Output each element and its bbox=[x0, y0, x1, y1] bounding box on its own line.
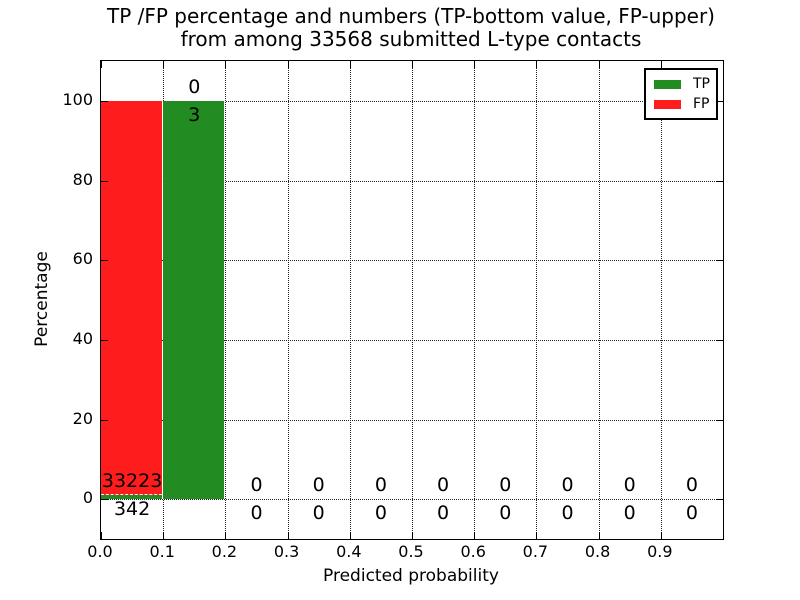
annotation-tp-count: 0 bbox=[685, 502, 698, 525]
x-tick-mark bbox=[474, 532, 476, 539]
x-tick-label: 0.6 bbox=[460, 542, 486, 561]
x-tick-mark bbox=[101, 532, 102, 539]
y-tick-mark bbox=[101, 180, 108, 182]
y-tick-mark bbox=[101, 419, 108, 421]
x-tick-label: 0.0 bbox=[87, 542, 113, 561]
annotation-fp-count: 0 bbox=[499, 474, 512, 497]
annotation-tp-count: 0 bbox=[561, 502, 574, 525]
y-tick-label: 100 bbox=[62, 89, 93, 109]
annotation-fp-count: 0 bbox=[685, 474, 698, 497]
annotation-tp-count: 0 bbox=[312, 502, 325, 525]
x-tick-mark-top bbox=[349, 61, 351, 68]
annotation-tp-count: 0 bbox=[623, 502, 636, 525]
y-tick-mark bbox=[101, 260, 108, 262]
chart-title-line2: from among 33568 submitted L-type contac… bbox=[180, 27, 642, 51]
annotation-fp-count: 33223 bbox=[101, 470, 163, 493]
x-tick-mark-top bbox=[660, 61, 662, 68]
x-tick-mark bbox=[598, 532, 600, 539]
y-tick-mark-right bbox=[716, 499, 723, 501]
legend: TP FP bbox=[644, 68, 718, 120]
annotation-fp-count: 0 bbox=[250, 474, 263, 497]
y-tick-mark-right bbox=[716, 339, 723, 341]
y-tick-label: 40 bbox=[72, 328, 93, 348]
x-tick-mark-top bbox=[598, 61, 600, 68]
v-gridline bbox=[598, 61, 600, 539]
x-tick-label: 0.7 bbox=[522, 542, 549, 561]
x-tick-mark bbox=[660, 532, 662, 539]
x-tick-mark-top bbox=[536, 61, 538, 68]
y-tick-label: 60 bbox=[72, 249, 93, 269]
annotation-tp-count: 0 bbox=[499, 502, 512, 525]
bar-segment-tp bbox=[163, 100, 225, 500]
x-tick-mark-top bbox=[287, 61, 289, 68]
y-tick-mark-right bbox=[716, 419, 723, 421]
y-tick-mark bbox=[101, 339, 108, 341]
x-tick-mark-top bbox=[225, 61, 227, 68]
annotation-tp-count: 3 bbox=[188, 103, 201, 126]
x-tick-label: 0.3 bbox=[273, 542, 300, 561]
annotation-tp-count: 0 bbox=[250, 502, 263, 525]
x-tick-mark bbox=[349, 532, 351, 539]
bar-1 bbox=[163, 100, 226, 500]
v-gridline bbox=[660, 61, 662, 539]
x-tick-mark-top bbox=[474, 61, 476, 68]
chart-title: TP /FP percentage and numbers (TP-bottom… bbox=[100, 5, 722, 51]
y-tick-mark-right bbox=[716, 180, 723, 182]
y-tick-mark-right bbox=[716, 100, 723, 102]
legend-label-tp: TP bbox=[693, 76, 710, 92]
legend-swatch-fp-icon bbox=[654, 99, 681, 109]
annotation-tp-count: 0 bbox=[374, 502, 387, 525]
bar-segment-tp bbox=[101, 495, 163, 500]
x-tick-mark bbox=[287, 532, 289, 539]
y-tick-label: 0 bbox=[82, 488, 93, 508]
v-gridline bbox=[225, 61, 227, 539]
x-tick-label: 0.4 bbox=[336, 542, 362, 561]
chart-title-line1: TP /FP percentage and numbers (TP-bottom… bbox=[107, 4, 715, 28]
annotation-fp-count: 0 bbox=[374, 474, 387, 497]
x-tick-mark-top bbox=[412, 61, 413, 68]
v-gridline bbox=[474, 61, 476, 539]
bar-0 bbox=[101, 100, 164, 500]
y-tick-label: 80 bbox=[72, 169, 93, 189]
x-tick-mark bbox=[536, 532, 538, 539]
x-tick-label: 0.5 bbox=[398, 542, 424, 561]
x-tick-label: 0.8 bbox=[584, 542, 611, 561]
legend-label-fp: FP bbox=[693, 96, 710, 112]
annotation-tp-count: 342 bbox=[113, 498, 151, 521]
annotation-fp-count: 0 bbox=[623, 474, 636, 497]
x-tick-mark bbox=[225, 532, 227, 539]
annotation-fp-count: 0 bbox=[437, 474, 450, 497]
y-tick-mark bbox=[101, 499, 108, 501]
y-tick-mark bbox=[101, 100, 108, 102]
bar-segment-fp bbox=[101, 100, 163, 496]
x-tick-label: 0.1 bbox=[149, 542, 175, 561]
legend-row-fp: FP bbox=[646, 94, 710, 114]
x-axis-label: Predicted probability bbox=[323, 566, 499, 586]
x-tick-label: 0.2 bbox=[211, 542, 238, 561]
x-tick-label: 0.9 bbox=[647, 542, 673, 561]
x-tick-mark bbox=[163, 532, 165, 539]
legend-swatch-tp-icon bbox=[654, 79, 681, 89]
plot-area: 33223 342 0 3 0 0 0 0 0 0 0 0 0 0 0 0 0 0 0 0 TP FP bbox=[100, 60, 724, 540]
x-tick-mark-top bbox=[101, 61, 102, 68]
v-gridline bbox=[349, 61, 351, 539]
annotation-fp-count: 0 bbox=[312, 474, 325, 497]
y-tick-label: 20 bbox=[72, 408, 93, 428]
legend-row-tp: TP bbox=[646, 74, 710, 94]
x-tick-mark bbox=[412, 532, 413, 539]
annotation-fp-count: 0 bbox=[188, 75, 201, 98]
v-gridline bbox=[287, 61, 289, 539]
v-gridline bbox=[536, 61, 538, 539]
annotation-fp-count: 0 bbox=[561, 474, 574, 497]
y-tick-mark-right bbox=[716, 260, 723, 262]
annotation-tp-count: 0 bbox=[437, 502, 450, 525]
x-tick-mark-top bbox=[163, 61, 165, 68]
v-gridline bbox=[412, 61, 413, 539]
